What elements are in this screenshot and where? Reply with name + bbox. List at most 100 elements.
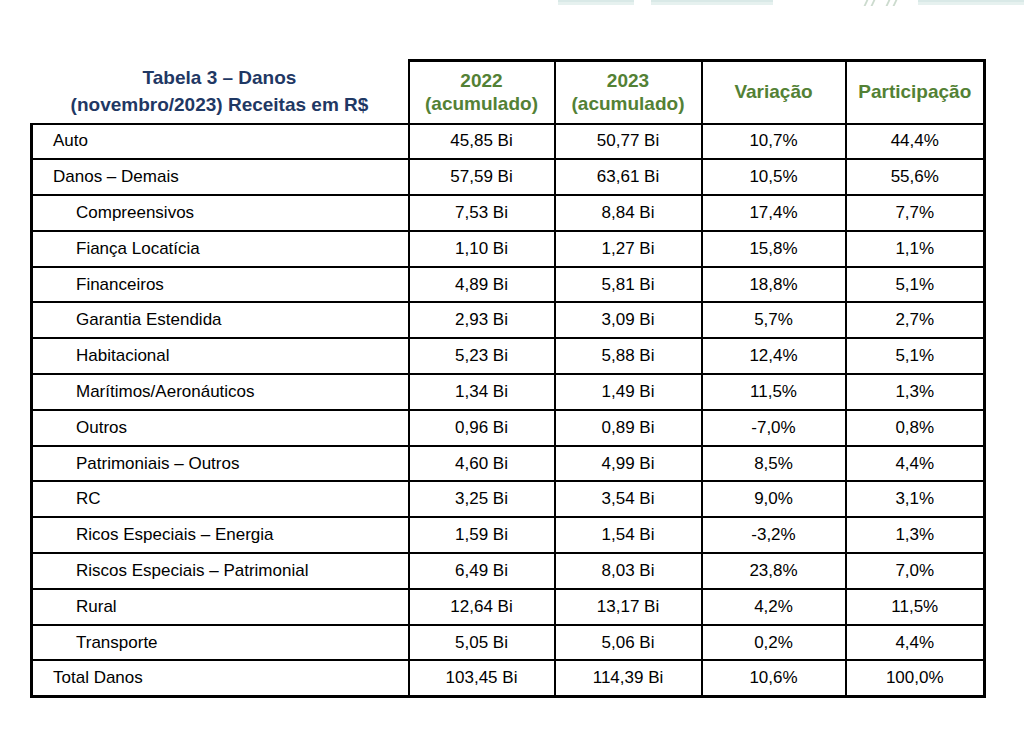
value-2023-cell: 114,39 Bi: [555, 660, 702, 696]
variation-cell: 10,5%: [702, 159, 846, 195]
value-2022-cell: 5,05 Bi: [409, 625, 555, 661]
variation-cell: 23,8%: [702, 553, 846, 589]
row-label-cell: Marítimos/Aeronáuticos: [32, 374, 409, 410]
slash-icon: [864, 0, 869, 6]
table-title-line1: Tabela 3 – Danos: [33, 65, 407, 92]
value-2022-cell: 3,25 Bi: [409, 481, 555, 517]
page: { "page": { "background": "#ffffff" }, "…: [0, 0, 1024, 743]
value-2022-cell: 6,49 Bi: [409, 553, 555, 589]
share-cell: 1,3%: [846, 374, 985, 410]
variation-cell: 5,7%: [702, 302, 846, 338]
row-label-cell: Compreensivos: [32, 195, 409, 231]
table-title: Tabela 3 – Danos (novembro/2023) Receita…: [32, 61, 409, 124]
value-2023-cell: 5,81 Bi: [555, 267, 702, 303]
row-label-cell: Riscos Especiais – Patrimonial: [32, 553, 409, 589]
share-cell: 5,1%: [846, 338, 985, 374]
cropped-button-remnant-3[interactable]: [918, 0, 1024, 5]
row-label-cell: Auto: [32, 124, 409, 160]
value-2022-cell: 1,59 Bi: [409, 517, 555, 553]
row-label-cell: Financeiros: [32, 267, 409, 303]
value-2023-cell: 0,89 Bi: [555, 410, 702, 446]
value-2023-cell: 50,77 Bi: [555, 124, 702, 160]
value-2023-cell: 3,09 Bi: [555, 302, 702, 338]
share-cell: 5,1%: [846, 267, 985, 303]
table-row: Rural12,64 Bi13,17 Bi4,2%11,5%: [32, 589, 985, 625]
share-cell: 55,6%: [846, 159, 985, 195]
share-cell: 7,7%: [846, 195, 985, 231]
slash-icon: [871, 0, 876, 6]
column-header-variacao: Variação: [702, 61, 846, 124]
table-row: Outros0,96 Bi0,89 Bi-7,0%0,8%: [32, 410, 985, 446]
share-cell: 11,5%: [846, 589, 985, 625]
cropped-button-remnant-2[interactable]: [651, 0, 773, 5]
share-cell: 0,8%: [846, 410, 985, 446]
value-2023-cell: 3,54 Bi: [555, 481, 702, 517]
variation-cell: -3,2%: [702, 517, 846, 553]
share-cell: 1,1%: [846, 231, 985, 267]
column-header-2022: 2022 (acumulado): [409, 61, 555, 124]
row-label-cell: Outros: [32, 410, 409, 446]
slash-icon: [893, 0, 898, 6]
variation-cell: 9,0%: [702, 481, 846, 517]
cropped-button-remnant-1[interactable]: [558, 0, 634, 5]
variation-cell: 8,5%: [702, 446, 846, 482]
share-cell: 4,4%: [846, 446, 985, 482]
slash-icon: [886, 0, 891, 6]
value-2023-cell: 8,03 Bi: [555, 553, 702, 589]
row-label-cell: Rural: [32, 589, 409, 625]
table-row: Financeiros4,89 Bi5,81 Bi18,8%5,1%: [32, 267, 985, 303]
value-2022-cell: 2,93 Bi: [409, 302, 555, 338]
value-2023-cell: 63,61 Bi: [555, 159, 702, 195]
row-label-cell: Total Danos: [32, 660, 409, 696]
table-row: Ricos Especiais – Energia1,59 Bi1,54 Bi-…: [32, 517, 985, 553]
table-row: Habitacional5,23 Bi5,88 Bi12,4%5,1%: [32, 338, 985, 374]
value-2022-cell: 1,10 Bi: [409, 231, 555, 267]
row-label-cell: Habitacional: [32, 338, 409, 374]
value-2022-cell: 5,23 Bi: [409, 338, 555, 374]
value-2022-cell: 0,96 Bi: [409, 410, 555, 446]
value-2022-cell: 103,45 Bi: [409, 660, 555, 696]
table-row: Compreensivos7,53 Bi8,84 Bi17,4%7,7%: [32, 195, 985, 231]
table-header-row: Tabela 3 – Danos (novembro/2023) Receita…: [32, 61, 985, 124]
value-2022-cell: 1,34 Bi: [409, 374, 555, 410]
value-2023-cell: 8,84 Bi: [555, 195, 702, 231]
value-2023-cell: 5,88 Bi: [555, 338, 702, 374]
variation-cell: 0,2%: [702, 625, 846, 661]
row-label-cell: Ricos Especiais – Energia: [32, 517, 409, 553]
share-cell: 100,0%: [846, 660, 985, 696]
table-row: Total Danos103,45 Bi114,39 Bi10,6%100,0%: [32, 660, 985, 696]
value-2022-cell: 12,64 Bi: [409, 589, 555, 625]
share-cell: 1,3%: [846, 517, 985, 553]
variation-cell: 15,8%: [702, 231, 846, 267]
receitas-table-container: Tabela 3 – Danos (novembro/2023) Receita…: [30, 59, 986, 698]
row-label-cell: Patrimoniais – Outros: [32, 446, 409, 482]
table-row: RC3,25 Bi3,54 Bi9,0%3,1%: [32, 481, 985, 517]
share-cell: 44,4%: [846, 124, 985, 160]
column-header-2023: 2023 (acumulado): [555, 61, 702, 124]
share-cell: 4,4%: [846, 625, 985, 661]
value-2023-cell: 13,17 Bi: [555, 589, 702, 625]
value-2023-cell: 1,54 Bi: [555, 517, 702, 553]
variation-cell: -7,0%: [702, 410, 846, 446]
row-label-cell: Garantia Estendida: [32, 302, 409, 338]
share-cell: 2,7%: [846, 302, 985, 338]
table-row: Fiança Locatícia1,10 Bi1,27 Bi15,8%1,1%: [32, 231, 985, 267]
variation-cell: 17,4%: [702, 195, 846, 231]
share-cell: 7,0%: [846, 553, 985, 589]
variation-cell: 10,6%: [702, 660, 846, 696]
row-label-cell: Danos – Demais: [32, 159, 409, 195]
value-2023-cell: 1,27 Bi: [555, 231, 702, 267]
row-label-cell: Transporte: [32, 625, 409, 661]
share-cell: 3,1%: [846, 481, 985, 517]
row-label-cell: RC: [32, 481, 409, 517]
variation-cell: 18,8%: [702, 267, 846, 303]
table-row: Marítimos/Aeronáuticos1,34 Bi1,49 Bi11,5…: [32, 374, 985, 410]
table-row: Danos – Demais57,59 Bi63,61 Bi10,5%55,6%: [32, 159, 985, 195]
value-2022-cell: 4,60 Bi: [409, 446, 555, 482]
value-2022-cell: 45,85 Bi: [409, 124, 555, 160]
table-title-line2: (novembro/2023) Receitas em R$: [33, 92, 407, 119]
table-row: Patrimoniais – Outros4,60 Bi4,99 Bi8,5%4…: [32, 446, 985, 482]
variation-cell: 11,5%: [702, 374, 846, 410]
value-2022-cell: 7,53 Bi: [409, 195, 555, 231]
value-2023-cell: 1,49 Bi: [555, 374, 702, 410]
